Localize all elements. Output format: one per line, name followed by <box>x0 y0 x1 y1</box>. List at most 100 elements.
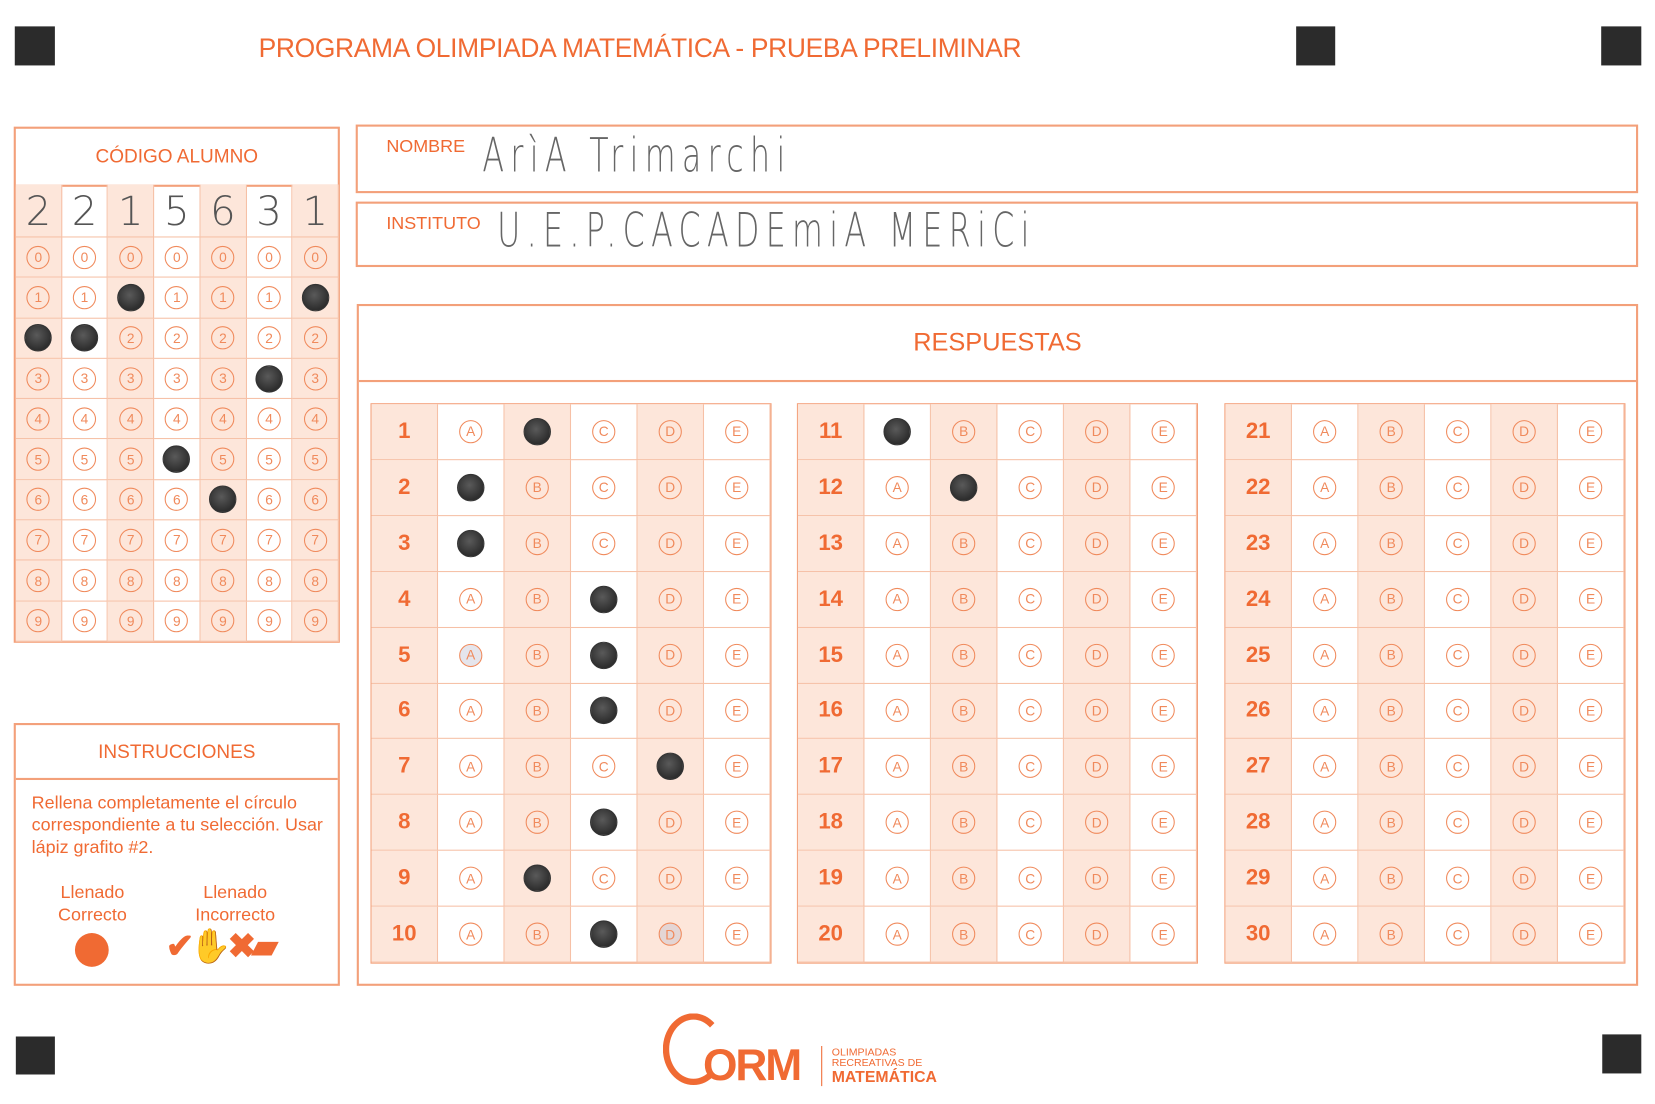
answer-bubble-5-e[interactable]: E <box>725 643 749 667</box>
code-bubble[interactable]: 6 <box>165 488 189 512</box>
code-bubble[interactable]: 2 <box>211 326 235 350</box>
code-bubble[interactable]: 6 <box>26 488 50 512</box>
answer-bubble-18-b[interactable]: B <box>952 810 976 835</box>
code-bubble[interactable]: 6 <box>257 488 281 512</box>
answer-bubble-13-c[interactable]: C <box>1018 531 1042 555</box>
code-bubble[interactable]: 1 <box>116 283 145 312</box>
code-bubble[interactable]: 2 <box>165 326 189 350</box>
answer-bubble-26-a[interactable]: A <box>1313 699 1337 723</box>
answer-bubble-5-c[interactable]: C <box>590 641 618 669</box>
answer-bubble-12-c[interactable]: C <box>1018 475 1042 500</box>
answer-bubble-3-b[interactable]: B <box>525 531 549 555</box>
answer-bubble-4-b[interactable]: B <box>525 587 549 611</box>
answer-bubble-28-e[interactable]: E <box>1579 810 1603 835</box>
answer-bubble-17-e[interactable]: E <box>1151 755 1175 779</box>
code-bubble[interactable]: 0 <box>26 245 50 269</box>
code-bubble[interactable]: 5 <box>163 445 191 473</box>
code-bubble[interactable]: 1 <box>211 285 235 310</box>
answer-bubble-1-c[interactable]: C <box>592 420 616 444</box>
answer-bubble-13-d[interactable]: D <box>1085 531 1109 555</box>
code-bubble[interactable]: 2 <box>119 326 143 350</box>
answer-bubble-18-c[interactable]: C <box>1018 810 1042 835</box>
code-bubble[interactable]: 9 <box>303 609 327 633</box>
code-bubble[interactable]: 9 <box>119 609 143 633</box>
code-bubble[interactable]: 0 <box>257 245 281 269</box>
answer-bubble-4-c[interactable]: C <box>590 585 618 613</box>
code-bubble[interactable]: 6 <box>72 488 97 512</box>
answer-bubble-28-d[interactable]: D <box>1512 810 1536 835</box>
answer-bubble-18-d[interactable]: D <box>1085 810 1109 835</box>
code-bubble[interactable]: 9 <box>257 609 281 633</box>
code-bubble[interactable]: 5 <box>119 447 143 471</box>
answer-bubble-19-a[interactable]: A <box>885 866 909 890</box>
answer-bubble-27-c[interactable]: C <box>1446 755 1470 779</box>
code-bubble[interactable]: 4 <box>257 407 281 431</box>
answer-bubble-20-d[interactable]: D <box>1085 922 1109 946</box>
answer-bubble-27-d[interactable]: D <box>1512 755 1536 779</box>
answer-bubble-26-d[interactable]: D <box>1512 699 1536 723</box>
answer-bubble-14-e[interactable]: E <box>1151 587 1175 611</box>
answer-bubble-15-c[interactable]: C <box>1018 643 1042 667</box>
answer-bubble-3-d[interactable]: D <box>658 531 682 555</box>
answer-bubble-6-a[interactable]: A <box>459 699 483 723</box>
answer-bubble-9-d[interactable]: D <box>658 866 682 890</box>
answer-bubble-17-c[interactable]: C <box>1018 755 1042 779</box>
answer-bubble-9-a[interactable]: A <box>459 866 483 890</box>
answer-bubble-7-e[interactable]: E <box>725 755 749 779</box>
answer-bubble-2-e[interactable]: E <box>725 475 749 500</box>
answer-bubble-22-a[interactable]: A <box>1313 475 1337 500</box>
code-bubble[interactable]: 6 <box>303 488 327 512</box>
answer-bubble-6-b[interactable]: B <box>525 699 549 723</box>
answer-bubble-21-c[interactable]: C <box>1446 420 1470 444</box>
answer-bubble-25-d[interactable]: D <box>1512 643 1536 667</box>
answer-bubble-29-d[interactable]: D <box>1512 866 1536 890</box>
answer-bubble-19-e[interactable]: E <box>1151 866 1175 890</box>
answer-bubble-1-e[interactable]: E <box>725 420 749 444</box>
answer-bubble-2-b[interactable]: B <box>525 475 549 500</box>
answer-bubble-1-b[interactable]: B <box>523 417 551 446</box>
answer-bubble-22-b[interactable]: B <box>1379 475 1403 500</box>
answer-bubble-15-b[interactable]: B <box>952 643 976 667</box>
answer-bubble-19-c[interactable]: C <box>1018 866 1042 890</box>
answer-bubble-11-e[interactable]: E <box>1151 420 1175 444</box>
answer-bubble-3-e[interactable]: E <box>725 531 749 555</box>
code-bubble[interactable]: 3 <box>119 366 143 391</box>
answer-bubble-27-b[interactable]: B <box>1379 755 1403 779</box>
answer-bubble-30-e[interactable]: E <box>1579 922 1603 946</box>
answer-bubble-25-e[interactable]: E <box>1579 643 1603 667</box>
answer-bubble-29-b[interactable]: B <box>1379 866 1403 890</box>
answer-bubble-29-c[interactable]: C <box>1446 866 1470 890</box>
answer-bubble-5-a[interactable]: A <box>459 643 483 667</box>
code-bubble[interactable]: 8 <box>303 568 327 593</box>
code-bubble[interactable]: 1 <box>257 285 281 310</box>
answer-bubble-17-a[interactable]: A <box>885 755 909 779</box>
code-bubble[interactable]: 7 <box>72 528 97 552</box>
answer-bubble-6-e[interactable]: E <box>725 699 749 723</box>
code-bubble[interactable]: 5 <box>26 447 50 471</box>
answer-bubble-23-b[interactable]: B <box>1379 531 1403 555</box>
answer-bubble-26-b[interactable]: B <box>1379 699 1403 723</box>
answer-bubble-21-a[interactable]: A <box>1313 420 1337 444</box>
code-bubble[interactable]: 6 <box>209 485 237 514</box>
code-bubble[interactable]: 8 <box>211 568 235 593</box>
answer-bubble-8-e[interactable]: E <box>725 810 749 835</box>
answer-bubble-26-e[interactable]: E <box>1579 699 1603 723</box>
code-bubble[interactable]: 3 <box>165 366 189 391</box>
code-bubble[interactable]: 0 <box>211 245 235 269</box>
answer-bubble-24-a[interactable]: A <box>1313 587 1337 611</box>
code-bubble[interactable]: 4 <box>26 407 50 431</box>
answer-bubble-29-e[interactable]: E <box>1579 866 1603 890</box>
answer-bubble-23-a[interactable]: A <box>1313 531 1337 555</box>
answer-bubble-27-a[interactable]: A <box>1313 755 1337 779</box>
answer-bubble-18-e[interactable]: E <box>1151 810 1175 835</box>
answer-bubble-23-d[interactable]: D <box>1512 531 1536 555</box>
code-bubble[interactable]: 5 <box>257 447 281 471</box>
code-bubble[interactable]: 2 <box>303 326 327 350</box>
answer-bubble-22-e[interactable]: E <box>1579 475 1603 500</box>
answer-bubble-21-e[interactable]: E <box>1579 420 1603 444</box>
answer-bubble-20-a[interactable]: A <box>885 922 909 946</box>
answer-bubble-13-a[interactable]: A <box>885 531 909 555</box>
answer-bubble-8-b[interactable]: B <box>525 810 549 835</box>
answer-bubble-20-c[interactable]: C <box>1018 922 1042 946</box>
answer-bubble-15-a[interactable]: A <box>885 643 909 667</box>
